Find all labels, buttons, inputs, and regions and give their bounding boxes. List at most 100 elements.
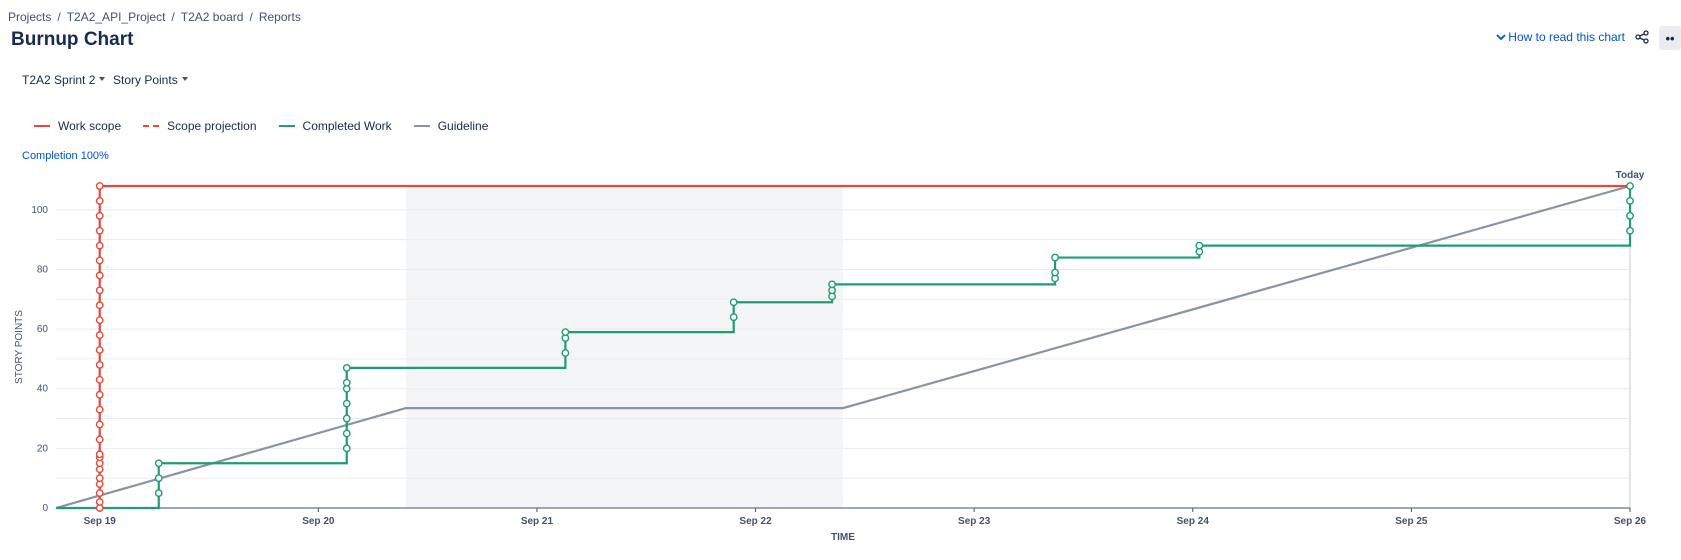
completed-work-point	[342, 399, 351, 408]
work-scope-point	[95, 331, 104, 339]
completed-work-point	[729, 298, 738, 307]
legend-label: Work scope	[58, 119, 122, 133]
work-scope-point	[95, 420, 104, 429]
completed-work-point	[729, 313, 738, 322]
more-icon: ••	[1665, 30, 1675, 46]
y-axis-title: STORY POINTS	[14, 310, 25, 384]
guideline-line	[55, 184, 1631, 510]
breadcrumb-projects[interactable]: Projects	[8, 10, 52, 24]
legend-swatch	[34, 125, 50, 127]
completed-work-point	[561, 328, 570, 336]
breadcrumb-board[interactable]: T2A2 board	[180, 10, 244, 24]
completed-work-point	[342, 363, 351, 372]
completed-work-point	[154, 459, 163, 468]
work-scope-point	[95, 360, 104, 369]
legend-label: Scope projection	[167, 119, 257, 133]
share-button[interactable]	[1631, 26, 1653, 48]
x-tick-label: Sep 22	[739, 516, 772, 527]
estimation-dropdown-label: Story Points	[113, 73, 178, 87]
more-actions-button[interactable]: ••	[1659, 26, 1681, 50]
completed-work-point	[342, 414, 351, 423]
completed-work-point	[1626, 226, 1634, 235]
legend-label: Guideline	[437, 119, 489, 133]
legend-item-guideline[interactable]: Guideline	[413, 119, 489, 133]
work-scope-point	[95, 226, 104, 235]
work-scope-point	[95, 211, 104, 220]
work-scope-line	[98, 184, 1630, 508]
sprint-dropdown[interactable]: T2A2 Sprint 2	[22, 73, 106, 87]
x-tick-label: Sep 23	[958, 516, 991, 527]
legend-swatch	[278, 125, 295, 127]
work-scope-point	[95, 271, 104, 280]
y-tick-label: 100	[31, 205, 48, 216]
chevron-down-icon	[1496, 34, 1506, 41]
breadcrumb-project[interactable]: T2A2_API_Project	[66, 10, 166, 24]
y-tick-label: 0	[42, 503, 48, 514]
y-tick-label: 40	[37, 384, 49, 395]
work-scope-point	[95, 286, 104, 295]
share-icon	[1635, 30, 1649, 44]
x-tick-label: Sep 19	[84, 516, 117, 527]
legend-label: Completed Work	[302, 119, 392, 133]
completed-work-point	[561, 349, 570, 357]
legend-swatch	[413, 125, 430, 127]
legend-item-work-scope[interactable]: Work scope	[34, 119, 121, 133]
work-scope-point	[95, 256, 104, 265]
work-scope-point	[95, 489, 104, 497]
completed-work-point	[1195, 241, 1204, 250]
breadcrumb-separator: /	[171, 10, 175, 24]
caret-down-icon	[99, 76, 106, 81]
completed-work-point	[342, 429, 351, 438]
work-scope-point	[95, 375, 104, 384]
work-scope-point	[95, 450, 104, 459]
completed-work-point	[1626, 197, 1634, 205]
breadcrumb-reports[interactable]: Reports	[258, 10, 301, 24]
completed-work-point	[342, 378, 351, 387]
x-tick-label: Sep 21	[521, 516, 554, 527]
work-scope-point	[95, 435, 104, 444]
work-scope-point	[95, 390, 104, 399]
legend-item-completed-work[interactable]: Completed Work	[278, 119, 392, 133]
completed-work-point	[154, 489, 163, 497]
breadcrumb: Projects / T2A2_API_Project / T2A2 board…	[8, 10, 301, 24]
completed-work-point	[828, 280, 836, 289]
y-tick-label: 20	[37, 443, 49, 454]
x-tick-label: Sep 20	[302, 516, 335, 527]
sprint-dropdown-label: T2A2 Sprint 2	[22, 73, 96, 87]
breadcrumb-separator: /	[57, 10, 61, 24]
completion-link[interactable]: Completion 100%	[22, 150, 109, 162]
x-tick-label: Sep 25	[1395, 516, 1428, 527]
completed-work-point	[1051, 253, 1059, 262]
completed-work-point	[1626, 182, 1634, 190]
today-label: Today	[1616, 170, 1645, 181]
work-scope-point	[95, 197, 104, 205]
completed-work-point	[154, 474, 163, 483]
work-scope-point	[95, 301, 104, 310]
legend-item-scope-projection[interactable]: Scope projection	[143, 119, 257, 133]
breadcrumb-separator: /	[249, 10, 253, 24]
x-tick-label: Sep 26	[1614, 516, 1647, 527]
work-scope-point	[95, 316, 104, 325]
completed-work-point	[1051, 268, 1059, 277]
legend-swatch	[143, 125, 160, 127]
y-tick-label: 80	[37, 264, 49, 275]
caret-down-icon	[181, 76, 188, 81]
work-scope-point	[95, 182, 104, 190]
work-scope-point	[95, 498, 104, 506]
non-working-band	[405, 186, 843, 508]
completed-work-point	[342, 444, 351, 453]
how-to-read-label: How to read this chart	[1508, 30, 1625, 44]
page-title: Burnup Chart	[11, 29, 134, 50]
estimation-dropdown[interactable]: Story Points	[113, 73, 188, 87]
work-scope-point	[95, 241, 104, 250]
completed-work-point	[1626, 211, 1634, 220]
x-tick-label: Sep 24	[1177, 516, 1210, 527]
how-to-read-link[interactable]: How to read this chart	[1496, 30, 1625, 44]
y-tick-label: 60	[37, 324, 49, 335]
chart-legend: Work scope Scope projection Completed Wo…	[34, 119, 510, 133]
work-scope-point	[95, 474, 104, 483]
work-scope-point	[95, 405, 104, 414]
x-axis-title: TIME	[831, 532, 855, 543]
work-scope-point	[95, 346, 104, 354]
